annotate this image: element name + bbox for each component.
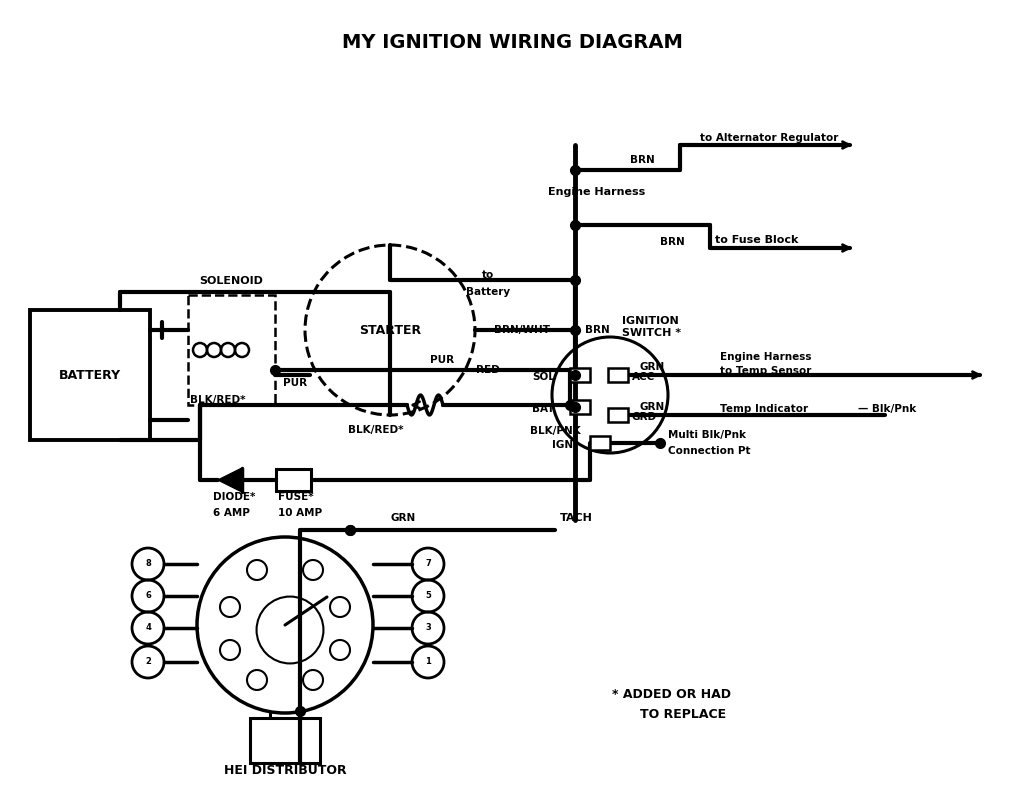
Text: BRN/WHT: BRN/WHT xyxy=(494,325,550,335)
Bar xyxy=(608,408,628,422)
Text: GRD: GRD xyxy=(632,412,657,422)
Text: * ADDED OR HAD: * ADDED OR HAD xyxy=(612,688,731,702)
Text: to Fuse Block: to Fuse Block xyxy=(715,235,799,245)
Polygon shape xyxy=(218,468,242,492)
Bar xyxy=(570,368,590,382)
Text: 6: 6 xyxy=(145,592,151,600)
Bar xyxy=(570,400,590,414)
Text: 8: 8 xyxy=(145,559,151,569)
Text: IGN: IGN xyxy=(552,440,573,450)
Text: BLK/RED*: BLK/RED* xyxy=(348,425,403,435)
Text: — Blk/Pnk: — Blk/Pnk xyxy=(858,404,916,414)
Text: to Temp Sensor: to Temp Sensor xyxy=(720,366,811,376)
Text: Engine Harness: Engine Harness xyxy=(720,352,811,362)
Text: BLK/PNK: BLK/PNK xyxy=(530,426,581,436)
Text: Multi Blk/Pnk: Multi Blk/Pnk xyxy=(668,430,746,440)
Text: 1: 1 xyxy=(425,657,431,667)
Text: DIODE*: DIODE* xyxy=(213,492,255,502)
Bar xyxy=(250,718,321,763)
Text: to: to xyxy=(482,270,495,280)
Text: TACH: TACH xyxy=(560,513,593,523)
Text: BRN: BRN xyxy=(585,325,609,335)
Text: FUSE*: FUSE* xyxy=(278,492,313,502)
Bar xyxy=(276,469,311,491)
Text: 7: 7 xyxy=(425,559,431,569)
Text: BRN: BRN xyxy=(630,155,654,165)
Text: PUR: PUR xyxy=(430,355,454,365)
Text: 10 AMP: 10 AMP xyxy=(278,508,323,518)
Text: MY IGNITION WIRING DIAGRAM: MY IGNITION WIRING DIAGRAM xyxy=(342,32,682,51)
Text: 5: 5 xyxy=(425,592,431,600)
Text: Battery: Battery xyxy=(466,287,510,297)
Text: PUR: PUR xyxy=(283,378,307,388)
Text: BATTERY: BATTERY xyxy=(59,369,121,381)
Text: Connection Pt: Connection Pt xyxy=(668,446,751,456)
Text: IGNITION
SWITCH *: IGNITION SWITCH * xyxy=(622,316,681,338)
Text: BLK/RED*: BLK/RED* xyxy=(190,395,246,405)
Bar xyxy=(188,295,275,405)
Text: GRN: GRN xyxy=(390,513,416,523)
Bar xyxy=(608,368,628,382)
Text: HEI DISTRIBUTOR: HEI DISTRIBUTOR xyxy=(223,764,346,778)
Text: Engine Harness: Engine Harness xyxy=(548,187,645,197)
Text: 6 AMP: 6 AMP xyxy=(213,508,250,518)
Text: BAT: BAT xyxy=(532,404,555,414)
Text: 3: 3 xyxy=(425,623,431,633)
Text: Temp Indicator: Temp Indicator xyxy=(720,404,808,414)
Text: TO REPLACE: TO REPLACE xyxy=(640,709,726,721)
Text: RED: RED xyxy=(476,365,500,375)
Bar xyxy=(30,310,150,440)
Text: GRN: GRN xyxy=(640,402,666,412)
Text: SOL: SOL xyxy=(532,372,555,382)
Text: 4: 4 xyxy=(145,623,151,633)
Text: 2: 2 xyxy=(145,657,151,667)
Text: GRN: GRN xyxy=(640,362,666,372)
Text: SOLENOID: SOLENOID xyxy=(200,276,263,286)
Bar xyxy=(590,436,610,450)
Text: STARTER: STARTER xyxy=(359,324,421,336)
Text: BRN: BRN xyxy=(660,237,685,247)
Text: ACC: ACC xyxy=(632,372,655,382)
Text: to Alternator Regulator: to Alternator Regulator xyxy=(700,133,839,143)
